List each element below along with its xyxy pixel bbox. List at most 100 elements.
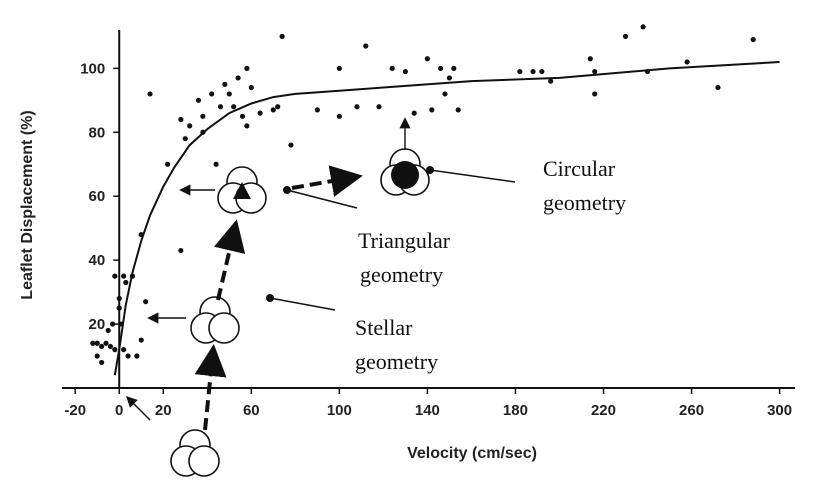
data-point	[288, 142, 294, 148]
data-point	[314, 107, 320, 113]
x-tick-label: 220	[591, 402, 616, 419]
data-point	[187, 123, 193, 129]
annotation: Triangular	[358, 228, 451, 253]
x-tick-label: -20	[64, 402, 86, 419]
data-point	[143, 299, 149, 305]
leader-line	[429, 169, 516, 183]
data-point	[200, 113, 206, 119]
data-point	[363, 43, 369, 49]
data-point	[147, 91, 153, 97]
data-point	[424, 56, 430, 62]
data-point	[99, 359, 105, 366]
data-point	[239, 113, 246, 119]
data-point	[411, 110, 417, 116]
transition-arrow	[213, 219, 246, 301]
data-point	[116, 295, 122, 302]
y-tick-label: 80	[89, 124, 106, 141]
x-tick-label: 20	[155, 402, 172, 419]
y-tick-label: 100	[80, 60, 105, 77]
data-point	[438, 65, 444, 71]
y-tick-label: 40	[89, 252, 106, 269]
data-point	[116, 305, 122, 311]
annotation: geometry	[355, 349, 438, 374]
y-tick-label: 20	[89, 316, 106, 333]
x-tick-label: 180	[503, 402, 528, 419]
data-point	[587, 56, 593, 62]
leaflet	[188, 445, 220, 477]
geometry-icon	[380, 148, 430, 196]
data-point	[354, 104, 360, 110]
data-point	[231, 104, 237, 110]
fit-curve	[113, 61, 780, 376]
data-point	[178, 116, 184, 123]
data-point	[750, 36, 756, 43]
x-tick-label: 100	[327, 402, 352, 419]
y-tick-label: 60	[89, 188, 106, 205]
data-point	[107, 343, 114, 350]
geometry-icon	[190, 296, 240, 344]
data-point	[451, 65, 457, 71]
x-tick-label: 260	[679, 402, 704, 419]
data-point	[279, 33, 285, 39]
data-point	[94, 340, 100, 346]
annotation: Stellar	[355, 315, 413, 340]
data-point	[213, 161, 219, 167]
data-point	[336, 65, 342, 71]
data-point	[530, 68, 536, 75]
data-point	[226, 91, 232, 97]
data-point	[640, 24, 646, 30]
annotation: geometry	[360, 262, 443, 287]
geometry-icon	[170, 429, 220, 477]
data-point	[178, 247, 184, 254]
transition-arrow	[194, 344, 227, 431]
data-point	[165, 161, 171, 167]
data-point	[548, 78, 554, 84]
data-point	[715, 84, 721, 91]
x-axis-label: Velocity (cm/sec)	[407, 445, 537, 462]
data-point	[195, 97, 202, 103]
data-point	[222, 81, 228, 87]
data-point	[244, 123, 250, 129]
leader-line	[269, 297, 336, 311]
x-tick-label: 300	[767, 402, 792, 419]
data-point	[376, 104, 382, 110]
pointer-arrow	[126, 396, 151, 421]
data-point	[442, 91, 448, 97]
orifice	[233, 182, 251, 199]
data-point	[446, 75, 453, 81]
data-point	[103, 340, 109, 346]
data-point	[182, 136, 188, 142]
data-point	[99, 343, 105, 350]
data-point	[622, 33, 629, 39]
x-tick-label: 0	[115, 402, 123, 419]
data-point	[257, 110, 263, 116]
data-point	[517, 68, 523, 75]
y-axis-label: Leaflet Displacement (%)	[19, 110, 36, 299]
annotation: Circular	[543, 156, 616, 181]
data-point	[270, 107, 276, 113]
data-point	[592, 91, 598, 97]
orifice	[391, 161, 419, 189]
data-point	[429, 107, 435, 113]
data-point	[244, 65, 250, 71]
data-point	[125, 353, 131, 359]
data-point	[235, 75, 241, 81]
data-point	[336, 113, 342, 119]
data-point	[684, 59, 690, 65]
data-point	[112, 347, 118, 353]
data-point	[110, 321, 116, 327]
geometry-icon	[217, 166, 267, 214]
data-point	[275, 104, 281, 110]
data-point	[248, 84, 254, 91]
transition-arrow	[291, 165, 363, 197]
annotation: geometry	[543, 190, 626, 215]
data-point	[389, 65, 395, 71]
data-point	[90, 340, 96, 346]
data-point	[112, 273, 118, 279]
data-point	[123, 279, 129, 286]
data-point	[217, 104, 224, 110]
data-point	[121, 347, 127, 353]
data-point	[94, 353, 100, 359]
leader-line	[286, 189, 358, 209]
